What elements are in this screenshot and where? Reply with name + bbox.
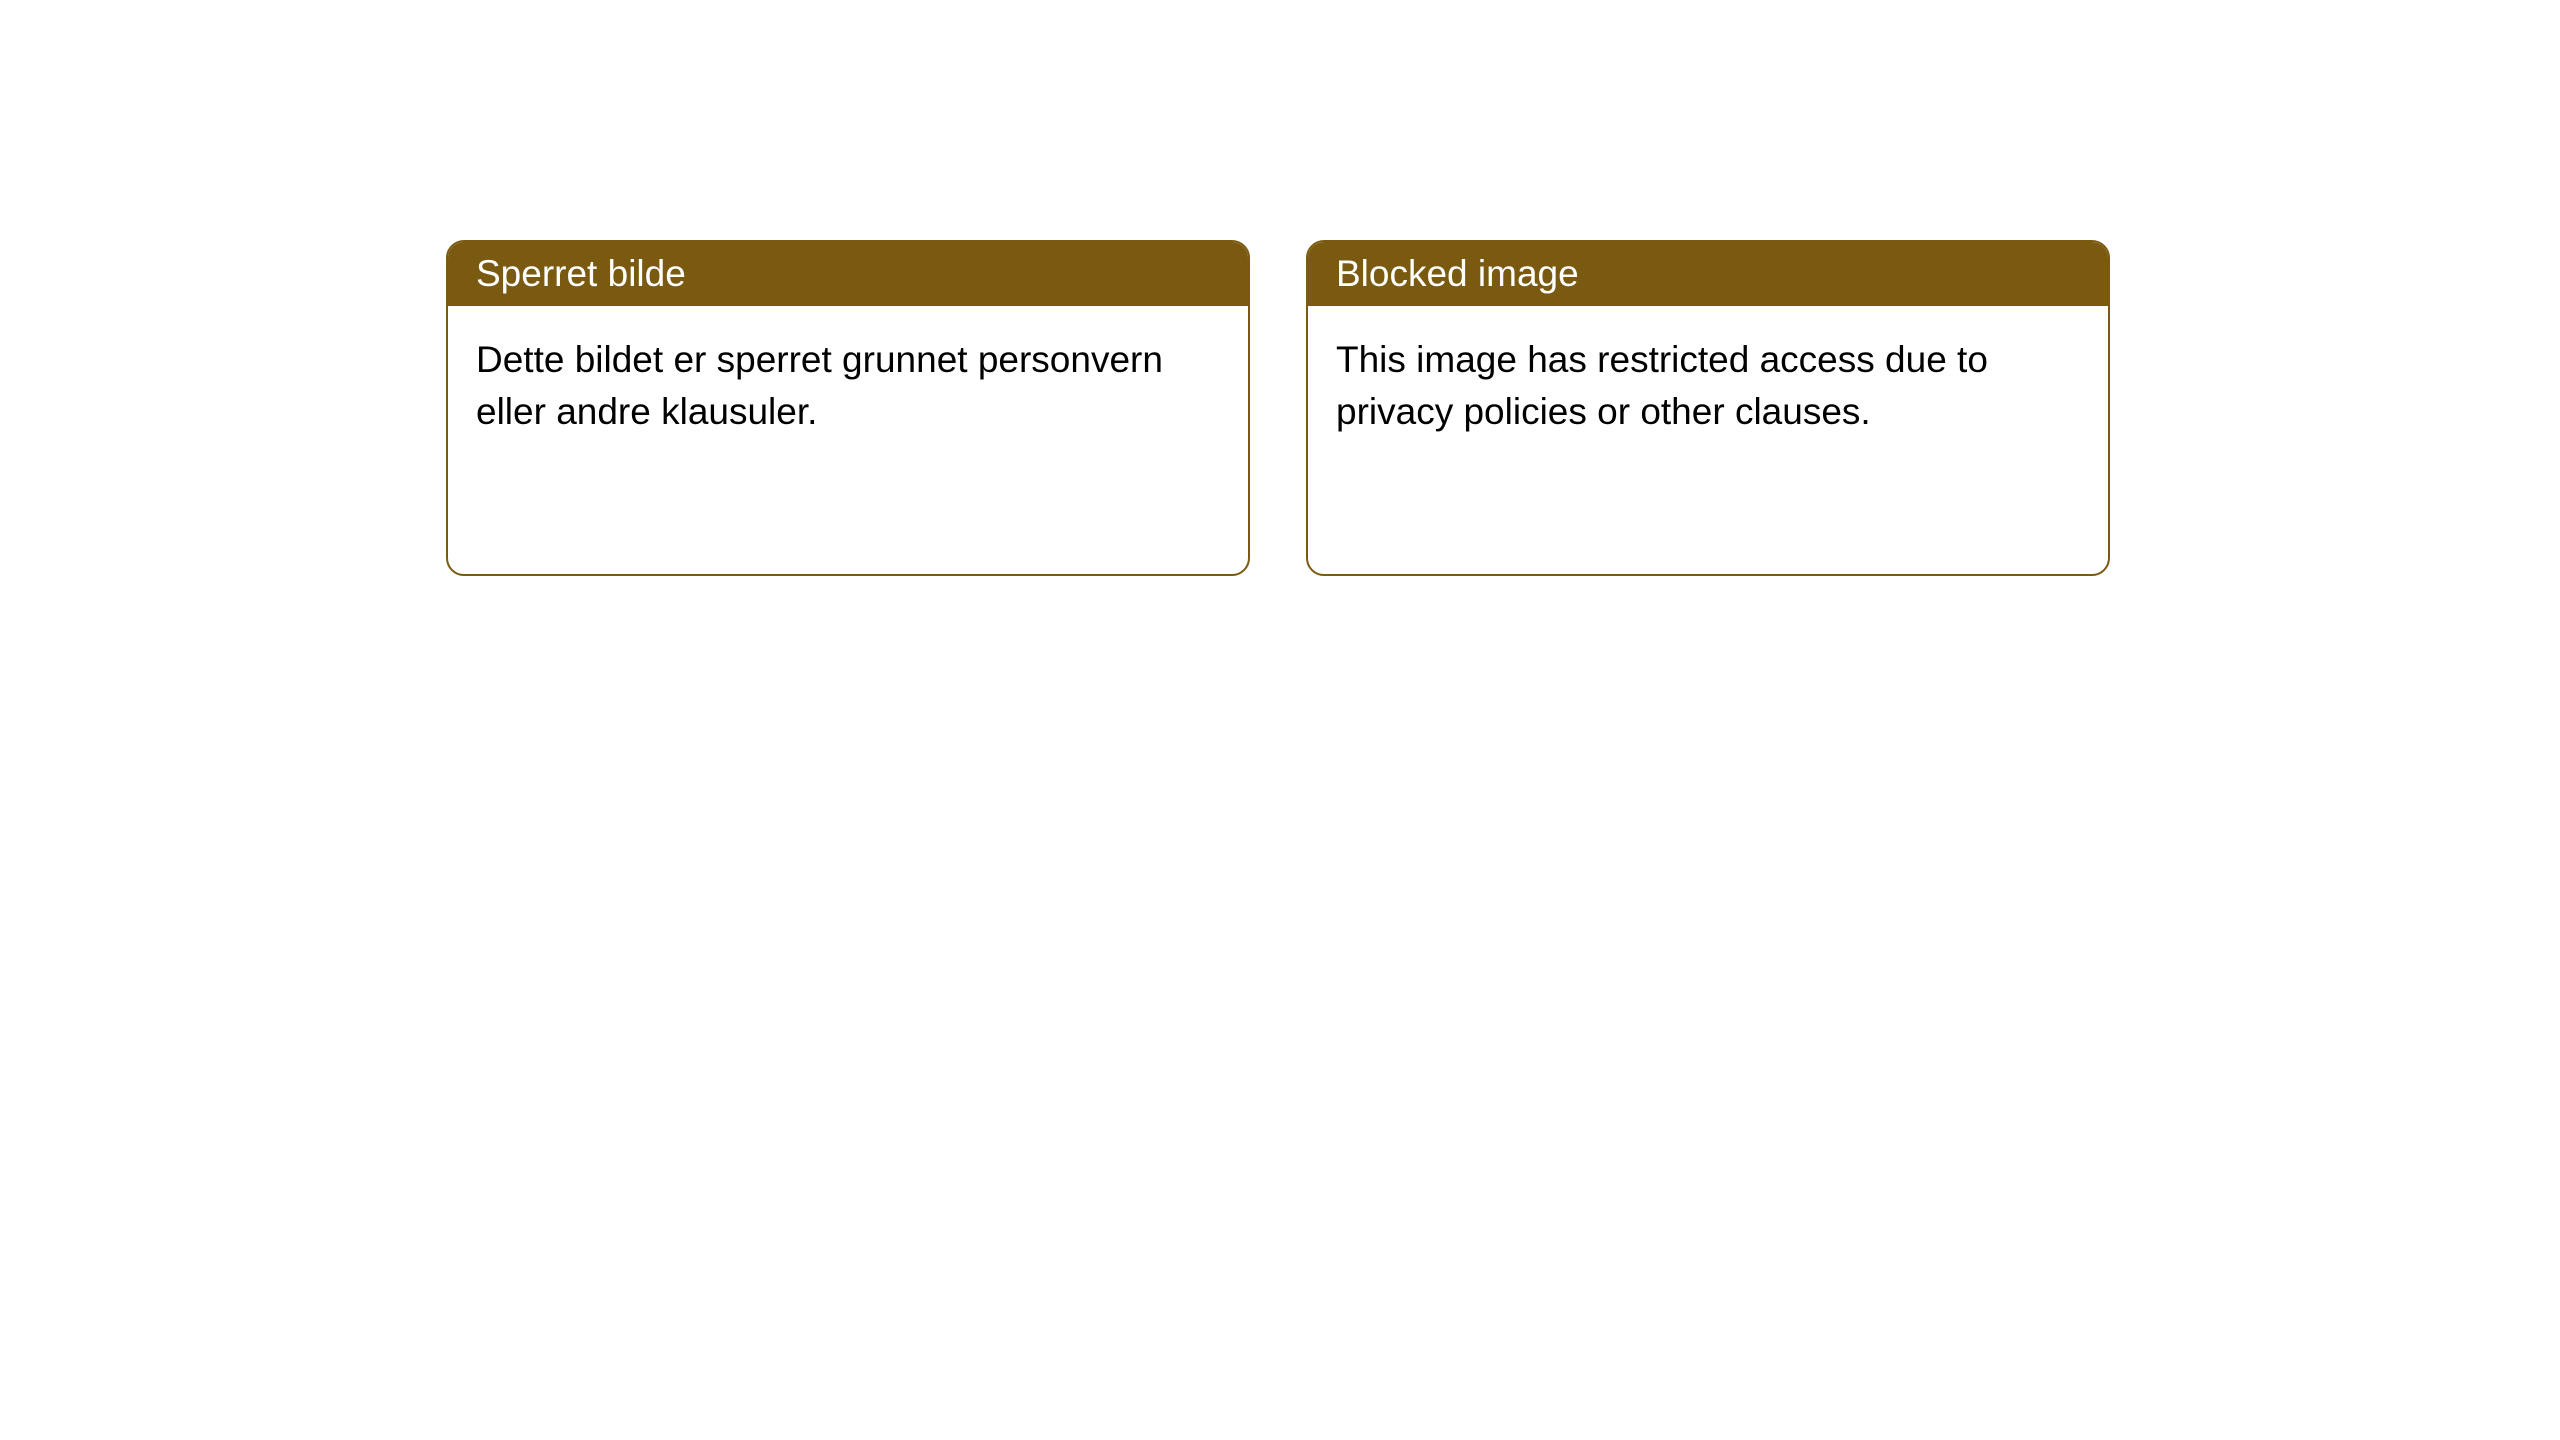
notice-text-norwegian: Dette bildet er sperret grunnet personve… xyxy=(476,339,1163,432)
notice-body-english: This image has restricted access due to … xyxy=(1308,306,2108,466)
notice-body-norwegian: Dette bildet er sperret grunnet personve… xyxy=(448,306,1248,466)
notice-header-norwegian: Sperret bilde xyxy=(448,242,1248,306)
notice-card-norwegian: Sperret bilde Dette bildet er sperret gr… xyxy=(446,240,1250,576)
notice-title-norwegian: Sperret bilde xyxy=(476,253,686,294)
notice-container: Sperret bilde Dette bildet er sperret gr… xyxy=(0,0,2560,576)
notice-card-english: Blocked image This image has restricted … xyxy=(1306,240,2110,576)
notice-header-english: Blocked image xyxy=(1308,242,2108,306)
notice-text-english: This image has restricted access due to … xyxy=(1336,339,1988,432)
notice-title-english: Blocked image xyxy=(1336,253,1579,294)
